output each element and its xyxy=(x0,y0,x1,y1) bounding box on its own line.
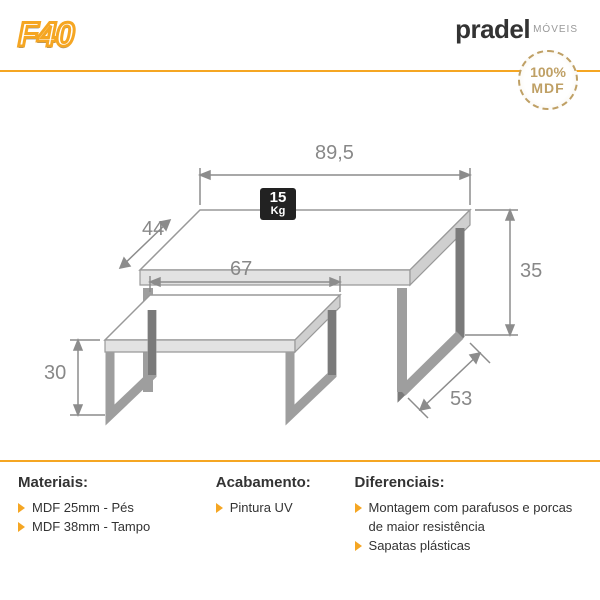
col-finish: Acabamento: Pintura UV xyxy=(216,474,351,592)
col-diff: Diferenciais: Montagem com parafusos e p… xyxy=(355,474,582,592)
list-item: Sapatas plásticas xyxy=(355,537,582,556)
footer-specs: Materiais: MDF 25mm - Pés MDF 38mm - Tam… xyxy=(0,460,600,600)
product-diagram: 89,5 35 53 44 67 30 15 Kg xyxy=(40,110,560,440)
weight-unit: Kg xyxy=(260,206,296,218)
weight-badge: 15 Kg xyxy=(260,188,296,220)
dim-width-top: 89,5 xyxy=(315,142,354,165)
sku-code: F40 xyxy=(18,16,74,55)
dim-small-depth: 44 xyxy=(142,218,164,241)
dim-small-height: 30 xyxy=(44,362,66,385)
col-materials: Materiais: MDF 25mm - Pés MDF 38mm - Tam… xyxy=(18,474,212,592)
list-item: Montagem com parafusos e porcas de maior… xyxy=(355,499,582,537)
brand-sub: MÓVEIS xyxy=(533,24,578,35)
diagram-svg xyxy=(40,110,560,440)
col-title-diff: Diferenciais: xyxy=(355,474,582,491)
badge-percent: 100% xyxy=(530,64,566,80)
weight-value: 15 xyxy=(260,190,296,206)
header-bar: F40 pradelMÓVEIS xyxy=(0,0,600,72)
col-title-materials: Materiais: xyxy=(18,474,212,491)
dim-small-width: 67 xyxy=(230,258,252,281)
col-title-finish: Acabamento: xyxy=(216,474,351,491)
badge-material: MDF xyxy=(531,80,564,96)
brand-name: pradel xyxy=(455,14,530,44)
mdf-badge: 100% MDF xyxy=(518,50,578,110)
list-item: MDF 25mm - Pés xyxy=(18,499,212,518)
dim-height-right: 35 xyxy=(520,260,542,283)
dim-depth: 53 xyxy=(450,388,472,411)
list-item: Pintura UV xyxy=(216,499,351,518)
list-item: MDF 38mm - Tampo xyxy=(18,518,212,537)
brand-block: pradelMÓVEIS xyxy=(455,14,578,45)
